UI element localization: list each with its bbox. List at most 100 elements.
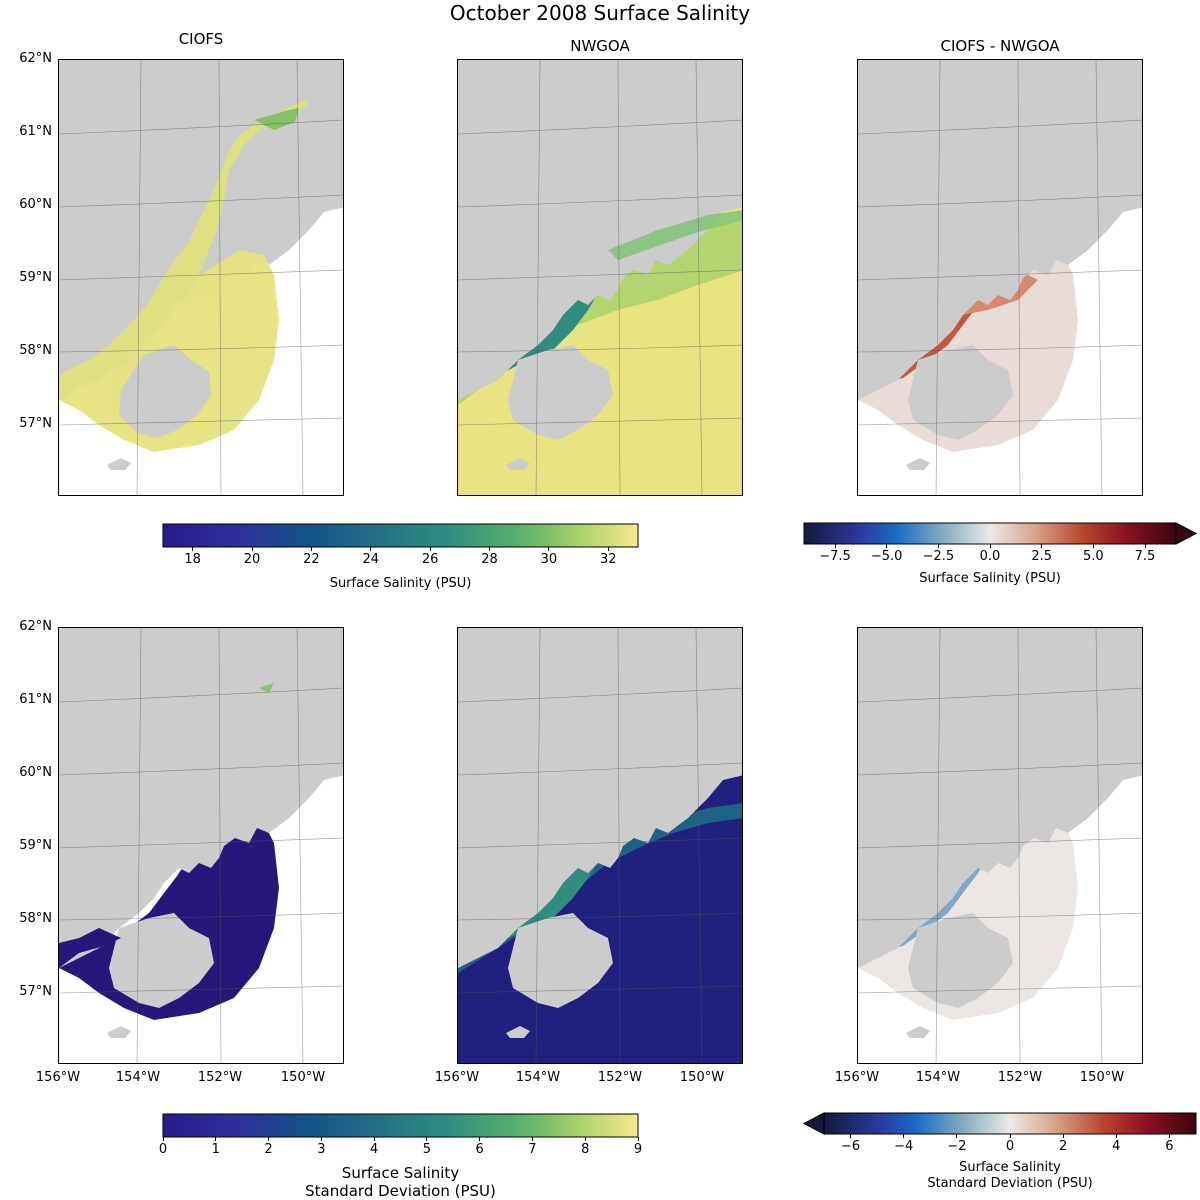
graticule — [858, 60, 1142, 495]
colorbar-tick-label: 6 — [475, 1142, 484, 1157]
lon-label: 150°W — [1079, 1070, 1125, 1085]
colorbar-tick-mark — [834, 544, 836, 548]
panel-title-diff: CIOFS - NWGOA — [940, 37, 1060, 55]
map-nwgoa-std-svg — [458, 628, 742, 1063]
colorbar-tick-mark — [429, 547, 431, 551]
graticule — [458, 628, 742, 1063]
lat-label: 61°N — [19, 692, 52, 707]
land-trinity-islands — [107, 1026, 131, 1038]
colorbar-tick-label: −2.5 — [922, 549, 955, 564]
colorbar-tick-label: 2 — [264, 1142, 273, 1157]
colorbar-tick-mark — [268, 1137, 270, 1141]
colorbar-tick-label: 0 — [158, 1142, 168, 1157]
panel-title-nwgoa: NWGOA — [570, 37, 630, 55]
colorbar-tick-mark — [215, 1137, 217, 1141]
map-ciofs-std-svg — [59, 628, 343, 1063]
map-ciofs-mean-svg — [59, 60, 343, 495]
colorbar-tick-mark — [1062, 1134, 1064, 1138]
lat-label: 59°N — [19, 270, 52, 285]
map-ciofs-mean — [58, 59, 344, 496]
colorbar-tick-label: 2 — [1059, 1139, 1068, 1154]
colorbar-tick-label: 32 — [600, 552, 617, 567]
colorbar-tick-mark — [1041, 544, 1043, 548]
colorbar-tick-mark — [989, 544, 991, 548]
colorbar-std-label-line1: Surface Salinity — [341, 1164, 460, 1182]
land-trinity-islands — [906, 458, 930, 470]
colorbar-tick-mark — [320, 1137, 322, 1141]
colorbar-tick-mark — [1144, 544, 1146, 548]
colorbar-mean-diff — [803, 522, 1198, 545]
lat-label: 60°N — [19, 197, 52, 212]
colorbar-tick-mark — [373, 1137, 375, 1141]
land-mainland — [858, 60, 1142, 400]
colorbar-tick-label: 8 — [581, 1142, 590, 1157]
colorbar-tick-label: 6 — [1165, 1139, 1174, 1154]
colorbar-tick-mark — [479, 1137, 481, 1141]
colorbar-tick-label: 5 — [422, 1142, 432, 1157]
lon-label: 156°W — [834, 1070, 880, 1085]
colorbar-tick-mark — [584, 1137, 586, 1141]
map-nwgoa-mean — [457, 59, 743, 496]
colorbar-std-diff-label-line1: Surface Salinity — [959, 1160, 1061, 1175]
ciofs-salinity-field — [59, 100, 309, 400]
land-mainland — [458, 60, 742, 400]
colorbar-tick-label: −2 — [947, 1139, 967, 1154]
lat-label: 62°N — [19, 619, 52, 634]
colorbar-tick-label: 24 — [362, 552, 380, 567]
colorbar-tick-mark — [426, 1137, 428, 1141]
colorbar-tick-label: 18 — [184, 552, 201, 567]
lon-label: 156°W — [35, 1070, 81, 1085]
colorbar-mean-diff-label: Surface Salinity (PSU) — [919, 571, 1061, 586]
nwgoa-coastal-current — [458, 220, 742, 405]
colorbar-tick-mark — [607, 547, 609, 551]
colorbar-tick-mark — [1009, 1134, 1011, 1138]
colorbar-tick-mark — [956, 1134, 958, 1138]
land-mainland — [858, 628, 1142, 968]
colorbar-tick-label: 7 — [528, 1142, 537, 1157]
lon-label: 152°W — [197, 1070, 243, 1085]
colorbar-std-diff-label: Surface Salinity Standard Deviation (PSU… — [824, 1160, 1196, 1192]
lon-label: 156°W — [434, 1070, 480, 1085]
colorbar-tick-mark — [548, 547, 550, 551]
colorbar-tick-mark — [886, 544, 888, 548]
map-diff-mean-svg — [858, 60, 1142, 495]
lat-label: 57°N — [19, 984, 52, 999]
nwgoa-std-current — [458, 803, 742, 973]
land-trinity-islands — [506, 458, 530, 470]
colorbar-tick-label: −7.5 — [819, 549, 851, 564]
map-diff-mean — [857, 59, 1143, 496]
colorbar-tick-label: 1 — [211, 1142, 220, 1157]
colorbar-mean — [162, 523, 639, 548]
colorbar-tick-label: 22 — [303, 552, 320, 567]
land-kodiak — [908, 913, 1013, 1008]
land-trinity-islands — [906, 1026, 930, 1038]
lat-label: 59°N — [19, 838, 52, 853]
colorbar-tick-mark — [850, 1134, 852, 1138]
colorbar-tick-mark — [903, 1134, 905, 1138]
lon-label: 150°W — [679, 1070, 725, 1085]
land-mainland — [458, 628, 742, 968]
map-nwgoa-std — [457, 627, 743, 1064]
colorbar-tick-mark — [310, 547, 312, 551]
colorbar-tick-mark — [1115, 1134, 1117, 1138]
colorbar-std-label: Surface Salinity Standard Deviation (PSU… — [163, 1164, 638, 1200]
land-kodiak-mask — [119, 345, 211, 438]
figure-title: October 2008 Surface Salinity — [449, 1, 751, 25]
colorbar-tick-label: 9 — [633, 1142, 643, 1157]
land-kodiak — [508, 913, 613, 1008]
colorbar-tick-mark — [251, 547, 253, 551]
colorbar-tick-label: 4 — [369, 1142, 379, 1157]
colorbar-tick-mark — [192, 547, 194, 551]
nwgoa-shelf-gradient — [608, 210, 742, 260]
colorbar-tick-label: 7.5 — [1134, 549, 1156, 564]
colorbar-std-label-line2: Standard Deviation (PSU) — [305, 1182, 496, 1200]
colorbar-tick-label: −6 — [840, 1139, 861, 1154]
lon-label: 154°W — [115, 1070, 161, 1085]
colorbar-tick-label: 0 — [1005, 1139, 1015, 1154]
graticule — [458, 60, 742, 495]
colorbar-std-diff-label-line2: Standard Deviation (PSU) — [927, 1176, 1093, 1191]
lat-label: 60°N — [19, 765, 52, 780]
colorbar-tick-label: −5.0 — [870, 549, 903, 564]
land-kodiak — [508, 345, 613, 440]
lon-label: 152°W — [597, 1070, 643, 1085]
